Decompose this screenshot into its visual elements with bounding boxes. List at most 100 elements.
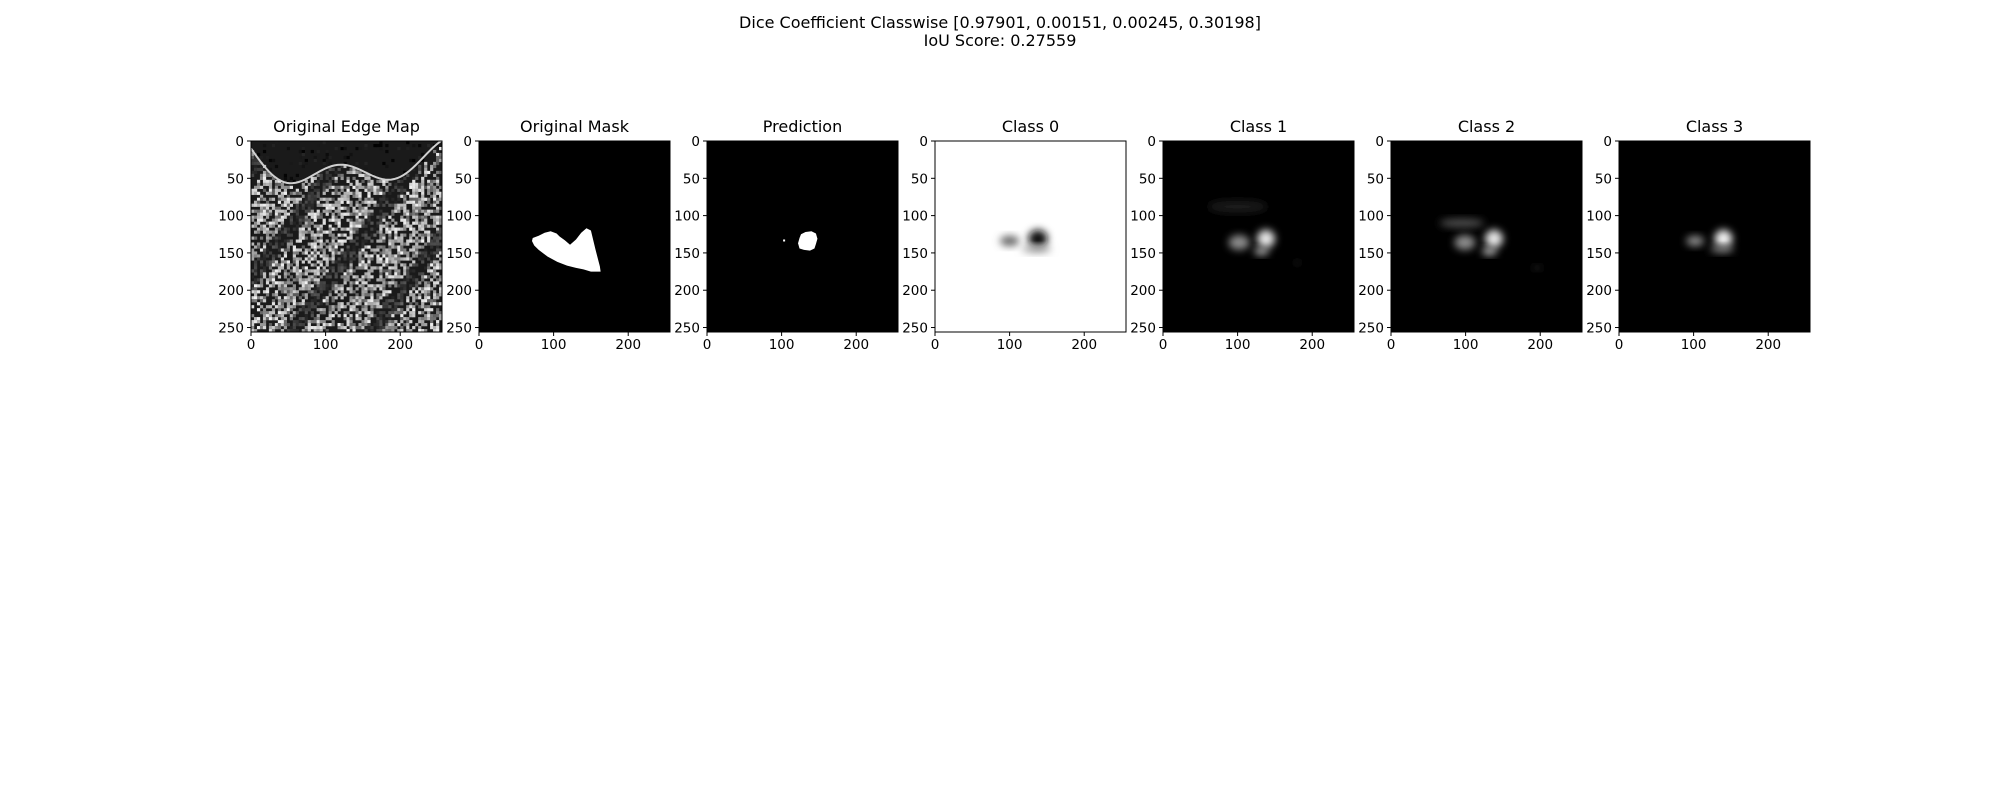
axes-frame [478, 140, 671, 333]
panel-3: Prediction 0 100 200 0 50 100 150 200 250 [674, 117, 899, 353]
y-tick-label: 50 [455, 171, 472, 187]
y-tick-label: 50 [683, 171, 700, 187]
y-tick-label: 150 [674, 246, 700, 262]
y-tick-label: 150 [1358, 246, 1384, 262]
panel-image [1163, 141, 1354, 332]
mask-region [531, 228, 601, 272]
panel-title: Class 3 [1686, 117, 1743, 136]
y-tick-label: 0 [463, 134, 472, 150]
panel-7: Class 3 0 100 200 0 50 100 150 200 250 [1586, 117, 1811, 353]
panel-image [1619, 141, 1810, 332]
figure-title: Dice Coefficient Classwise [0.97901, 0.0… [0, 14, 2000, 50]
panel-6: Class 2 0 100 200 0 50 100 150 200 250 [1358, 117, 1583, 353]
y-tick-label: 0 [691, 134, 700, 150]
y-tick-label: 100 [1586, 209, 1612, 225]
heat-blob [1439, 218, 1485, 228]
heat-blob [1294, 260, 1301, 265]
y-tick-label: 200 [902, 283, 928, 299]
axes-frame [1390, 140, 1583, 333]
x-tick-label: 200 [615, 337, 641, 353]
y-tick-label: 200 [1130, 283, 1156, 299]
y-tick-label: 0 [1603, 134, 1612, 150]
y-tick-label: 250 [674, 321, 700, 337]
y-tick-label: 200 [1586, 283, 1612, 299]
y-tick-label: 100 [1358, 209, 1384, 225]
x-tick-label: 0 [1615, 337, 1624, 353]
heat-blob [1454, 235, 1476, 250]
axes-frame [706, 140, 899, 333]
y-tick-label: 50 [911, 171, 928, 187]
y-tick-label: 200 [218, 283, 244, 299]
heat-blob [1686, 235, 1705, 247]
x-tick-label: 200 [1527, 337, 1553, 353]
y-tick-label: 150 [1130, 246, 1156, 262]
x-tick-label: 100 [1681, 337, 1707, 353]
x-tick-label: 100 [541, 337, 567, 353]
x-tick-label: 100 [313, 337, 339, 353]
y-tick-label: 0 [1375, 134, 1384, 150]
heat-blob [1028, 229, 1048, 248]
panel-title: Class 0 [1002, 117, 1059, 136]
y-tick-label: 250 [1130, 321, 1156, 337]
panel-image [479, 141, 670, 332]
heat-blob [1254, 247, 1269, 256]
x-tick-label: 200 [843, 337, 869, 353]
y-tick-label: 100 [674, 209, 700, 225]
y-tick-label: 250 [902, 321, 928, 337]
y-tick-label: 250 [1586, 321, 1612, 337]
heat-blob [1533, 265, 1541, 271]
x-tick-label: 100 [997, 337, 1023, 353]
axes-frame [1162, 140, 1355, 333]
suptitle-dice: Dice Coefficient Classwise [0.97901, 0.0… [739, 13, 1261, 32]
y-tick-label: 50 [1595, 171, 1612, 187]
y-tick-label: 100 [902, 209, 928, 225]
y-tick-label: 50 [1139, 171, 1156, 187]
y-tick-label: 0 [919, 134, 928, 150]
x-tick-label: 0 [703, 337, 712, 353]
x-tick-label: 0 [475, 337, 484, 353]
x-tick-label: 200 [1755, 337, 1781, 353]
x-tick-label: 0 [247, 337, 256, 353]
heat-blob [999, 235, 1020, 247]
panel-1: Original Edge Map 0 100 200 0 50 100 150 200 250 [218, 117, 443, 353]
y-tick-label: 100 [218, 209, 244, 225]
x-tick-label: 200 [1299, 337, 1325, 353]
panel-2: Original Mask 0 100 200 0 50 100 150 200 250 [446, 117, 671, 353]
heat-blob [1710, 245, 1734, 253]
panel-title: Original Mask [520, 117, 630, 136]
y-tick-label: 50 [227, 171, 244, 187]
y-tick-label: 50 [1367, 171, 1384, 187]
x-tick-label: 0 [931, 337, 940, 353]
mask-region [798, 231, 818, 251]
x-tick-label: 100 [1453, 337, 1479, 353]
panel-5: Class 1 0 100 200 0 50 100 150 200 250 [1130, 117, 1355, 353]
heat-blob [1257, 229, 1275, 248]
axes-frame [934, 140, 1127, 333]
y-tick-label: 100 [1130, 209, 1156, 225]
panel-image [251, 141, 442, 332]
panel-title: Class 2 [1458, 117, 1515, 136]
y-tick-label: 200 [1358, 283, 1384, 299]
panel-title: Prediction [763, 117, 842, 136]
x-tick-label: 0 [1159, 337, 1168, 353]
x-tick-label: 0 [1387, 337, 1396, 353]
heat-blob [1485, 229, 1503, 248]
panel-title: Class 1 [1230, 117, 1287, 136]
y-tick-label: 0 [235, 134, 244, 150]
axes-frame [1618, 140, 1811, 333]
y-tick-label: 200 [674, 283, 700, 299]
x-tick-label: 200 [387, 337, 413, 353]
panel-image [935, 141, 1126, 332]
y-tick-label: 150 [446, 246, 472, 262]
heat-blob [1021, 245, 1052, 253]
x-tick-label: 200 [1071, 337, 1097, 353]
heat-blob [1228, 235, 1250, 250]
x-tick-label: 100 [1225, 337, 1251, 353]
y-tick-label: 150 [1586, 246, 1612, 262]
y-tick-label: 150 [902, 246, 928, 262]
panel-4: Class 0 0 100 200 0 50 100 150 200 250 [902, 117, 1127, 353]
panel-image [707, 141, 898, 332]
y-tick-label: 200 [446, 283, 472, 299]
y-tick-label: 100 [446, 209, 472, 225]
